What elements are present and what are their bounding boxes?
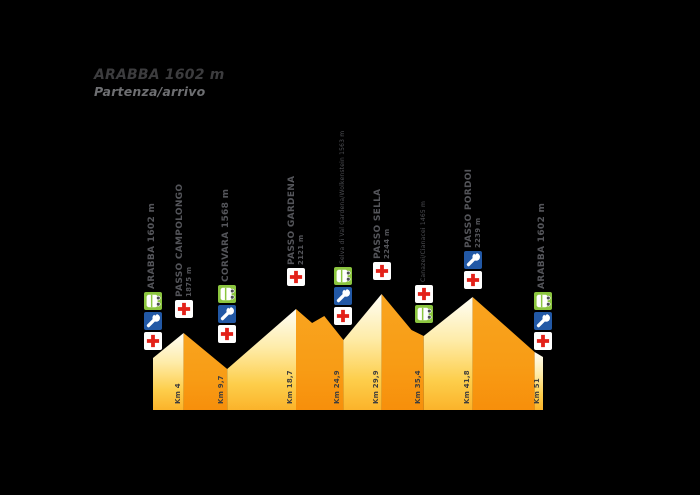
waypoint-label-passo-sella: PASSO SELLA 2244 m: [372, 188, 391, 259]
waypoint-label-selva-gardena: Selva di Val Gardena/Wolkenstein 1563 m: [339, 131, 346, 264]
profile-segment-descent: [183, 333, 228, 410]
icon-stack-arabba-start: [144, 292, 162, 352]
profile-segment-descent: [472, 297, 535, 410]
waypoint-label-canazei: Canazei/Cianacei 1465 m: [420, 201, 427, 282]
waypoint-name: PASSO PORDOI: [463, 168, 474, 248]
first-aid-cross-icon: [218, 325, 237, 343]
km-label-corvara: Km 9,7: [217, 375, 226, 404]
icon-stack-arabba-finish: [534, 292, 552, 352]
first-aid-cross-icon: [463, 271, 482, 289]
shuttle-bus-icon: [334, 267, 353, 285]
icon-stack-canazei: [414, 285, 433, 325]
icon-stack-passo-sella: [372, 262, 391, 282]
waypoint-name: Canazei/Cianacei 1465 m: [419, 200, 427, 282]
waypoint-name: PASSO SELLA: [372, 188, 383, 259]
waypoint-label-arabba-finish: ARABBA 1602 m: [537, 202, 547, 289]
km-label-passo-sella: Km 29,9: [371, 370, 380, 404]
icon-stack-selva-gardena: [334, 267, 353, 327]
wrench-icon: [144, 312, 162, 330]
page-title: ARABBA 1602 m: [94, 67, 225, 83]
waypoint-name: ARABBA 1602 m: [147, 202, 157, 289]
km-label-canazei: Km 35,4: [413, 370, 422, 404]
profile-segment-descent: [296, 309, 344, 410]
first-aid-cross-icon: [414, 285, 433, 303]
km-label-passo-campolongo: Km 4: [173, 383, 182, 404]
profile-segment-climb: [153, 333, 184, 410]
page-subtitle: Partenza/arrivo: [94, 84, 206, 99]
km-label-passo-gardena: Km 18,7: [286, 370, 294, 404]
waypoint-label-arabba-start: ARABBA 1602 m: [147, 202, 157, 289]
first-aid-cross-icon: [144, 332, 162, 350]
icon-stack-passo-campolongo: [174, 300, 193, 320]
waypoint-elevation: 1875 m: [184, 266, 193, 297]
waypoint-label-passo-gardena: PASSO GARDENA 2121 m: [287, 175, 305, 265]
first-aid-cross-icon: [287, 268, 305, 286]
waypoint-elevation: 2244 m: [382, 228, 391, 259]
km-label-passo-pordoi: Km 41,8: [462, 370, 471, 404]
profile-segment-climb: [423, 297, 473, 410]
first-aid-cross-icon: [174, 300, 193, 318]
waypoint-elevation: 2239 m: [473, 217, 482, 248]
waypoint-label-passo-pordoi: PASSO PORDOI 2239 m: [463, 168, 482, 248]
icon-stack-passo-pordoi: [463, 251, 482, 291]
wrench-icon: [218, 305, 237, 323]
wrench-icon: [534, 312, 552, 330]
title-block: ARABBA 1602 m Partenza/arrivo: [94, 67, 225, 99]
km-label-selva-gardena: Km 24,9: [333, 370, 342, 404]
waypoint-name: CORVARA 1568 m: [221, 188, 232, 282]
profile-segment-climb: [534, 352, 543, 410]
waypoint-elevation: 2121 m: [297, 234, 305, 265]
wrench-icon: [334, 287, 353, 305]
waypoint-name: Selva di Val Gardena/Wolkenstein 1563 m: [339, 130, 347, 264]
profile-segment-descent: [381, 294, 424, 410]
shuttle-bus-icon: [534, 292, 552, 310]
waypoint-name: ARABBA 1602 m: [537, 202, 547, 289]
shuttle-bus-icon: [414, 305, 433, 323]
km-label-arabba-finish: Km 51: [533, 378, 541, 404]
shuttle-bus-icon: [144, 292, 162, 310]
profile-segment-climb: [227, 309, 296, 410]
waypoint-label-corvara: CORVARA 1568 m: [221, 188, 232, 282]
waypoint-label-passo-campolongo: PASSO CAMPOLONGO 1875 m: [174, 183, 193, 297]
waypoint-name: PASSO CAMPOLONGO: [174, 183, 185, 297]
icon-stack-corvara: [218, 285, 237, 345]
first-aid-cross-icon: [334, 307, 353, 325]
first-aid-cross-icon: [534, 332, 552, 350]
icon-stack-passo-gardena: [287, 268, 305, 288]
wrench-icon: [463, 251, 482, 269]
shuttle-bus-icon: [218, 285, 237, 303]
profile-segment-climb: [343, 294, 382, 410]
waypoint-name: PASSO GARDENA: [287, 175, 297, 265]
first-aid-cross-icon: [372, 262, 391, 280]
